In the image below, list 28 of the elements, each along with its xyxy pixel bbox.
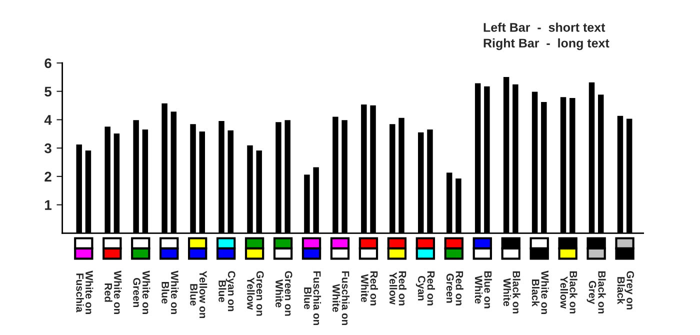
x-tick-label: Grey on Black [617,271,634,310]
x-tick-label: Red on Green [446,271,464,306]
x-tick-label: White on Fuschia [76,270,94,314]
x-tick-label: Fuschia on White [332,271,350,325]
x-tick-label: Black on White [503,271,520,314]
x-tick-label: Green on Yellow [247,271,264,316]
x-tick-label: Red on Yellow [389,271,406,306]
y-tick-label: 3 [44,143,52,154]
y-tick-label: 6 [44,58,52,68]
y-tick-label: 5 [44,86,52,97]
x-tick-label: Cyan on Blue [218,271,236,312]
x-tick-label: Red on Cyan [416,271,435,306]
x-tick-label: Red on White [361,271,378,306]
x-tick-label: White on Blue [162,270,179,314]
x-tick-label: Green on White [276,271,292,316]
text: Right Bar - long text [484,38,610,50]
x-tick-label: Yellow on Blue [190,270,208,318]
text: Left Bar - short text [484,22,606,32]
x-tick-label: Blue on White [474,271,492,308]
x-tick-label: White on Black [532,270,549,314]
y-tick-label: 2 [44,172,52,182]
x-tick-label: Black on Yellow [560,271,578,314]
x-tick-label: Fuschia on Blue [304,271,322,325]
y-tick-label: 4 [44,115,52,125]
x-tick-label: White on Red [104,270,122,314]
x-tick-label: Black on Grey [586,271,606,314]
x-tick-label: White on Green [133,270,150,314]
y-tick-label: 1 [45,200,52,210]
